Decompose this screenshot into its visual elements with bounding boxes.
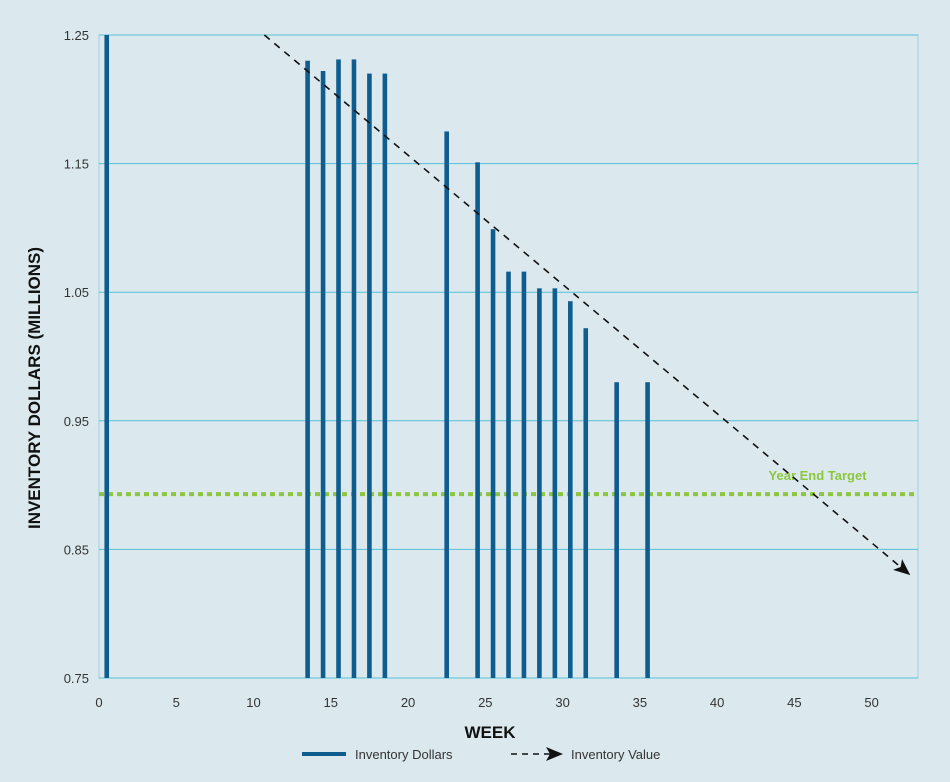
y-tick-label: 0.75 [64, 671, 89, 686]
bar [521, 271, 527, 678]
bar [537, 288, 542, 678]
bar [320, 71, 326, 679]
bar [506, 271, 511, 678]
bar [583, 328, 589, 678]
axis-layer: 0.75 0.85 0.95 1.05 1.15 1.25 0 5 10 15 20 25 30 35 40… [64, 28, 879, 710]
bar-layer [104, 35, 650, 679]
legend-bar-label: Inventory Dollars [355, 747, 453, 762]
y-tick-label: 1.25 [64, 28, 89, 43]
bar [336, 59, 341, 678]
bar [444, 131, 449, 678]
x-tick-label: 40 [710, 695, 724, 710]
trend-line [263, 34, 900, 567]
legend-trend-label: Inventory Value [571, 747, 660, 762]
x-tick-label: 50 [864, 695, 878, 710]
bar [104, 35, 110, 678]
legend: Inventory Dollars Inventory Value [302, 747, 660, 762]
bar [568, 301, 573, 678]
bar [552, 288, 558, 678]
bar [645, 382, 650, 678]
x-axis-title: WEEK [465, 723, 517, 742]
bar [382, 73, 388, 678]
x-tick-label: 45 [787, 695, 801, 710]
x-tick-label: 10 [246, 695, 260, 710]
bar [351, 59, 357, 678]
bar [475, 162, 480, 679]
trend-arrowhead [893, 559, 911, 576]
bar [490, 229, 496, 678]
y-tick-label: 1.05 [64, 285, 89, 300]
x-tick-label: 20 [401, 695, 415, 710]
x-tick-label: 15 [324, 695, 338, 710]
legend-arrow-icon [546, 747, 563, 761]
target-label: Year End Target [769, 468, 868, 483]
x-tick-label: 25 [478, 695, 492, 710]
y-tick-label: 1.15 [64, 157, 89, 172]
x-tick-label: 0 [95, 695, 102, 710]
bar [614, 382, 619, 678]
y-tick-label: 0.85 [64, 542, 89, 557]
y-tick-label: 0.95 [64, 414, 89, 429]
x-tick-label: 30 [555, 695, 569, 710]
bar [367, 73, 372, 678]
x-tick-label: 35 [633, 695, 647, 710]
y-axis-title: INVENTORY DOLLARS (MILLIONS) [25, 247, 44, 529]
bar [305, 60, 310, 679]
x-tick-label: 5 [173, 695, 180, 710]
trend-layer [263, 34, 911, 576]
